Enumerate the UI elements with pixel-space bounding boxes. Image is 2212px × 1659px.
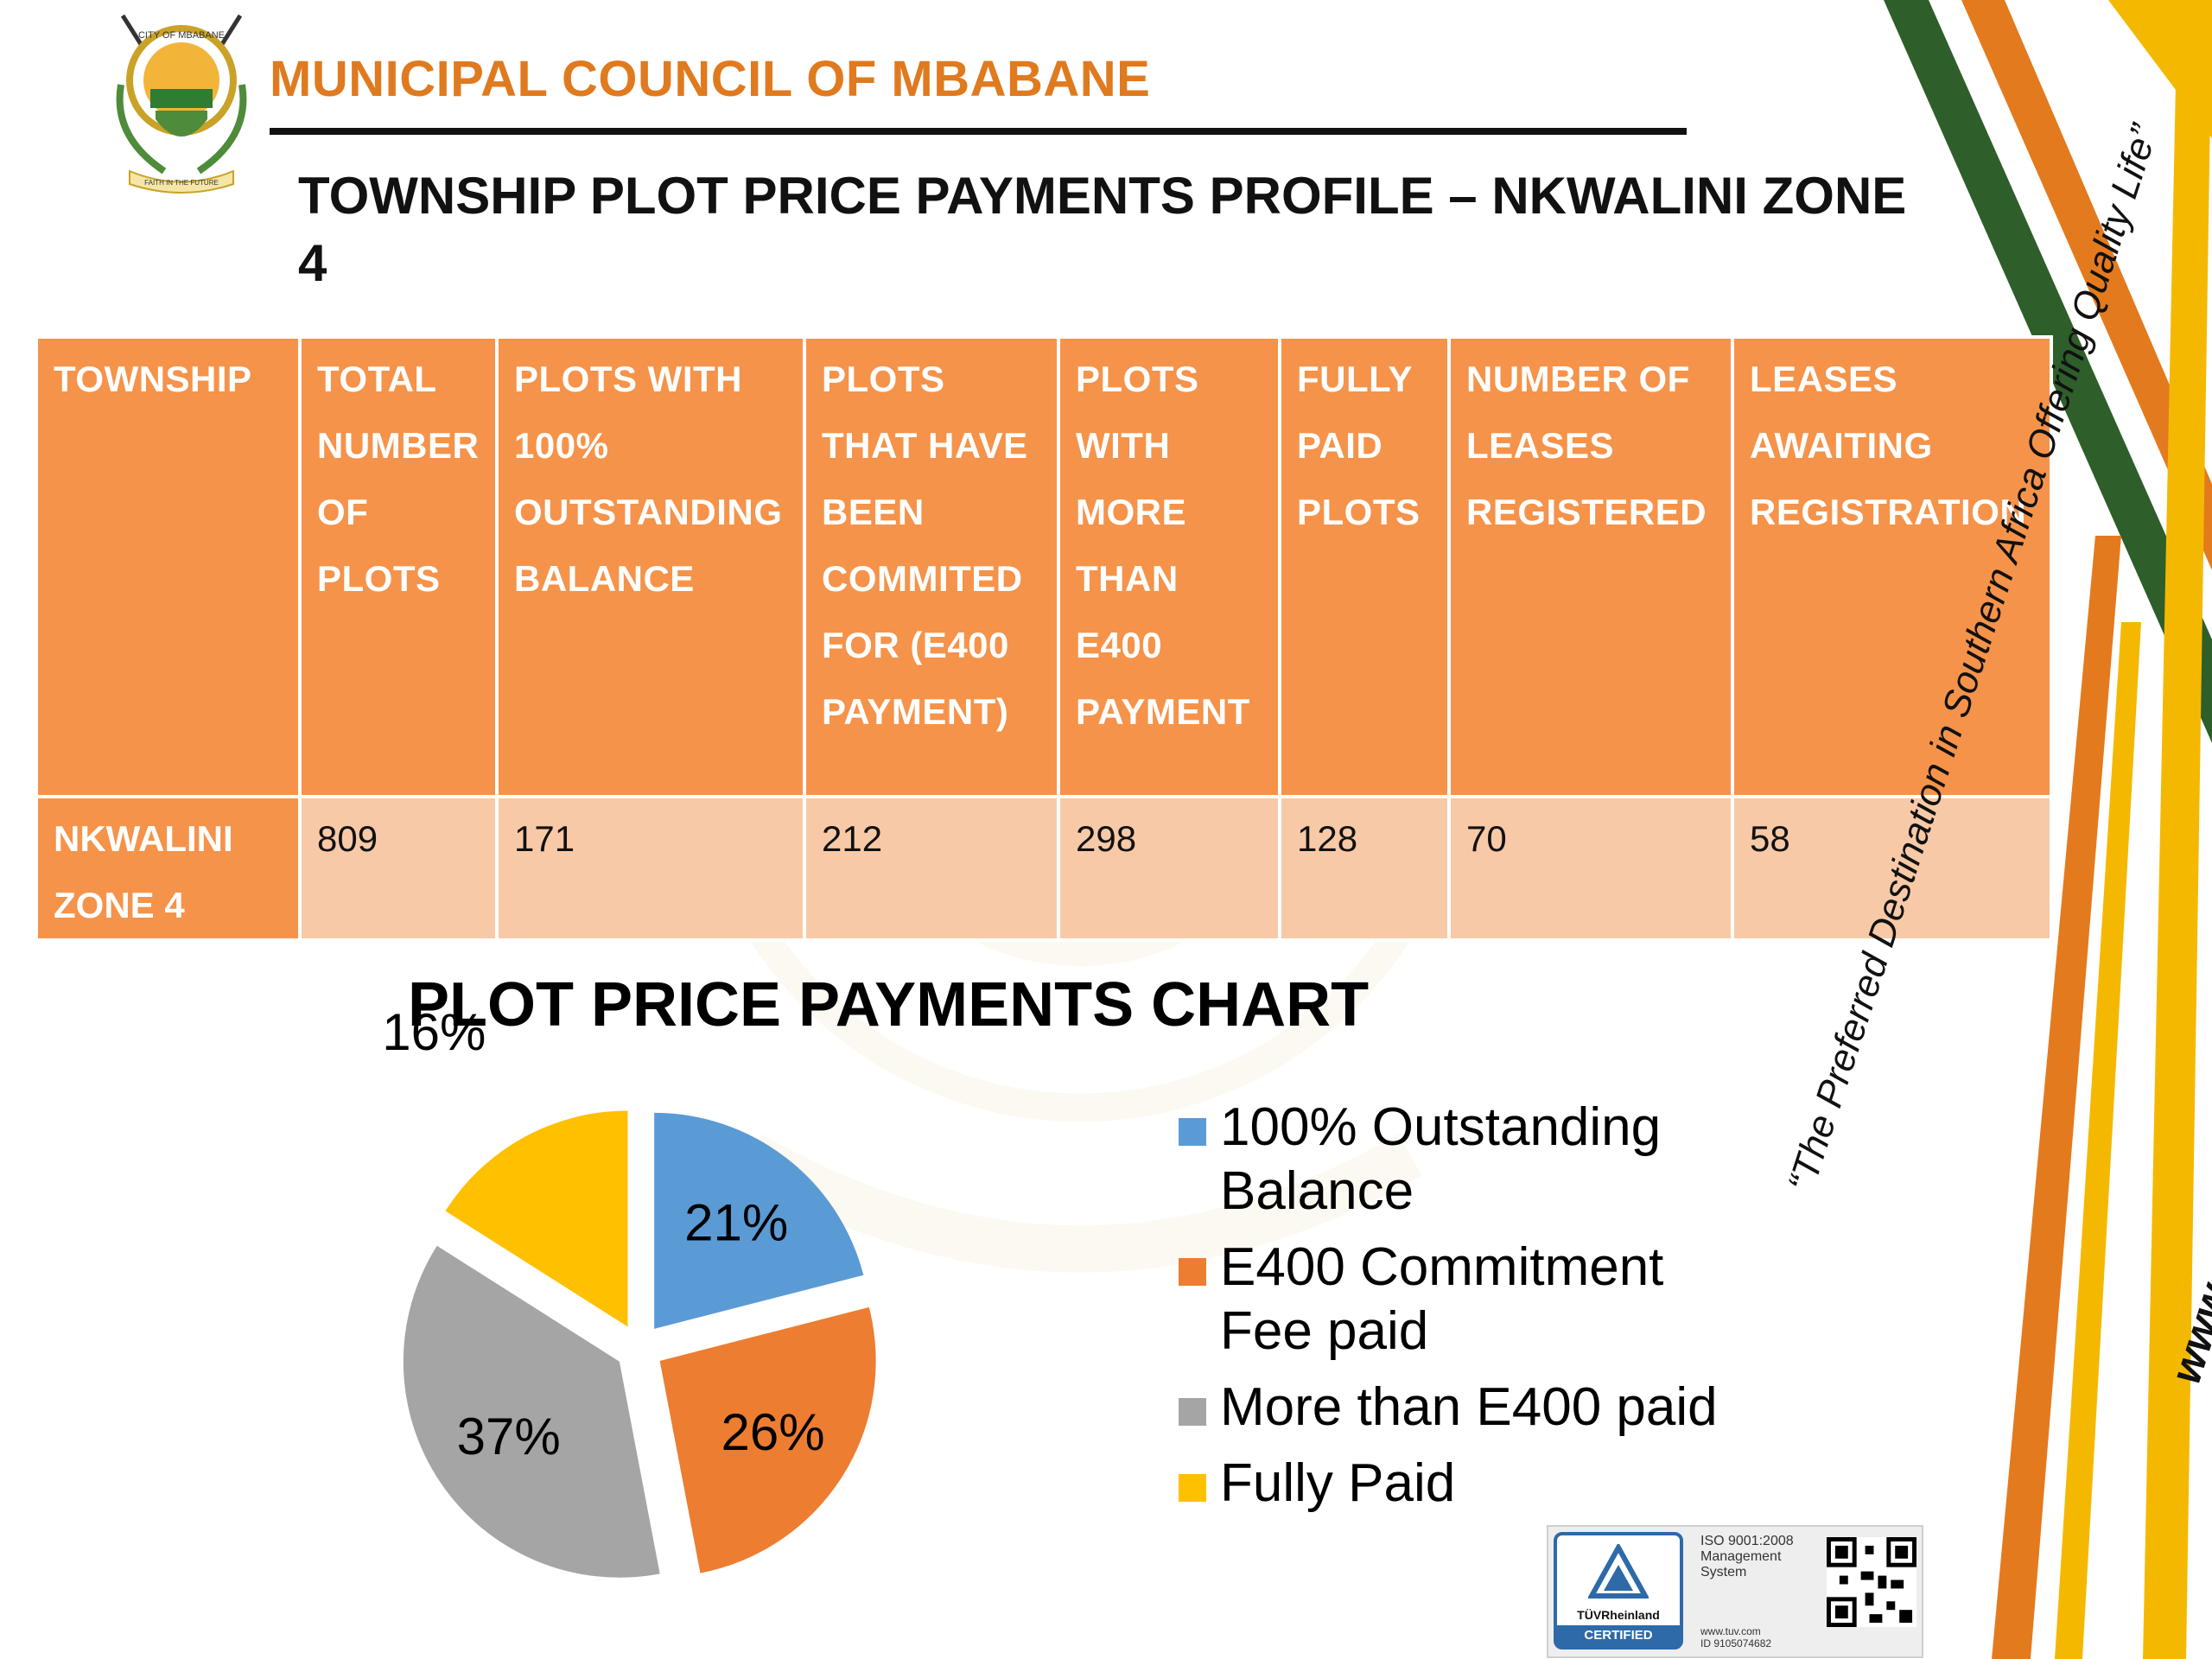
cell-fully-paid: 128 bbox=[1278, 795, 1451, 942]
cert-system: Management System bbox=[1700, 1549, 1782, 1580]
side-website: www.mbabane.org.sz bbox=[2160, 955, 2212, 1389]
header-township: TOWNSHIP bbox=[35, 335, 302, 798]
cert-standard-block: ISO 9001:2008 Management System bbox=[1700, 1534, 1813, 1580]
qr-code-icon bbox=[1827, 1537, 1916, 1627]
legend-item-outstanding: 100% Outstanding Balance bbox=[1175, 1096, 1728, 1224]
slide-title: TOWNSHIP PLOT PRICE PAYMENTS PROFILE – N… bbox=[298, 167, 1907, 292]
pie-slice-outstanding bbox=[654, 1112, 864, 1329]
cell-more-than-e400: 298 bbox=[1057, 795, 1281, 942]
pie-label-e400-commitment: 26% bbox=[721, 1403, 824, 1461]
chart-legend: 100% Outstanding Balance E400 Commitment… bbox=[1175, 1096, 1728, 1528]
cert-web-block: www.tuv.com ID 9105074682 bbox=[1700, 1625, 1813, 1649]
cell-total-plots: 809 bbox=[298, 795, 499, 942]
pie-label-outstanding: 21% bbox=[684, 1193, 788, 1251]
tuv-triangle-icon bbox=[1588, 1544, 1649, 1599]
legend-item-more-than-e400: More than E400 paid bbox=[1175, 1376, 1728, 1440]
legend-swatch bbox=[1179, 1118, 1206, 1146]
mbabane-crest-logo: CITY OF MBABANE FAITH IN THE FUTURE bbox=[116, 14, 247, 194]
header-fully-paid: FULLY PAID PLOTS bbox=[1278, 335, 1451, 798]
cert-web: www.tuv.com bbox=[1700, 1625, 1761, 1637]
cert-brand: TÜVRheinland bbox=[1577, 1608, 1660, 1622]
pie-label-more-than-e400: 37% bbox=[457, 1408, 561, 1465]
plot-payments-table: TOWNSHIP TOTAL NUMBER OF PLOTS PLOTS WIT… bbox=[35, 335, 2053, 942]
chart-title: PLOT PRICE PAYMENTS CHART bbox=[408, 970, 1370, 1039]
legend-swatch bbox=[1179, 1474, 1206, 1502]
header-e400-committed: PLOTS THAT HAVE BEEN COMMITED FOR (E400 … bbox=[803, 335, 1060, 798]
header-leases-awaiting: LEASES AWAITING REGISTRATION bbox=[1731, 335, 2053, 798]
cell-e400-committed: 212 bbox=[803, 795, 1060, 942]
legend-item-fully-paid: Fully Paid bbox=[1175, 1452, 1728, 1516]
legend-label: More than E400 paid bbox=[1220, 1377, 1718, 1437]
payments-pie-chart: 21% 26% 37% 16% bbox=[382, 1003, 876, 1578]
legend-item-e400-commitment: E400 Commitment Fee paid bbox=[1175, 1236, 1728, 1363]
legend-label: Fully Paid bbox=[1220, 1453, 1456, 1513]
cell-leases-registered: 70 bbox=[1447, 795, 1734, 942]
legend-swatch bbox=[1179, 1258, 1206, 1286]
pie-slice-e400-commitment bbox=[659, 1306, 876, 1573]
tuv-logo: TÜVRheinland CERTIFIED bbox=[1554, 1532, 1683, 1649]
legend-label: 100% Outstanding Balance bbox=[1220, 1097, 1662, 1221]
pie-slice-fully-paid bbox=[445, 1110, 628, 1327]
council-name: MUNICIPAL COUNCIL OF MBABANE bbox=[270, 51, 1151, 107]
cert-standard: ISO 9001:2008 bbox=[1700, 1534, 1794, 1548]
title-divider bbox=[270, 128, 1687, 135]
legend-swatch bbox=[1179, 1398, 1206, 1426]
cell-outstanding-balance: 171 bbox=[495, 795, 806, 942]
header-leases-registered: NUMBER OF LEASES REGISTERED bbox=[1447, 335, 1734, 798]
logo-top-text: CITY OF MBABANE bbox=[138, 30, 225, 41]
header-outstanding-balance: PLOTS WITH 100% OUTSTANDING BALANCE bbox=[495, 335, 806, 798]
header-more-than-e400: PLOTS WITH MORE THAN E400 PAYMENT bbox=[1057, 335, 1281, 798]
pie-slice-more-than-e400 bbox=[403, 1245, 660, 1578]
cell-township: NKWALINI ZONE 4 bbox=[35, 795, 302, 942]
legend-label: E400 Commitment Fee paid bbox=[1220, 1237, 1664, 1361]
logo-motto: FAITH IN THE FUTURE bbox=[144, 179, 219, 187]
cert-id: ID 9105074682 bbox=[1700, 1637, 1772, 1649]
iso-certification-badge: TÜVRheinland CERTIFIED ISO 9001:2008 Man… bbox=[1547, 1525, 1923, 1658]
header-total-plots: TOTAL NUMBER OF PLOTS bbox=[298, 335, 499, 798]
cert-label: CERTIFIED bbox=[1557, 1625, 1680, 1646]
cell-leases-awaiting: 58 bbox=[1731, 795, 2053, 942]
pie-label-fully-paid: 16% bbox=[382, 1003, 486, 1061]
table-row: NKWALINI ZONE 4 809 171 212 298 128 70 5… bbox=[35, 795, 2053, 942]
table-header-row: TOWNSHIP TOTAL NUMBER OF PLOTS PLOTS WIT… bbox=[35, 335, 2053, 798]
